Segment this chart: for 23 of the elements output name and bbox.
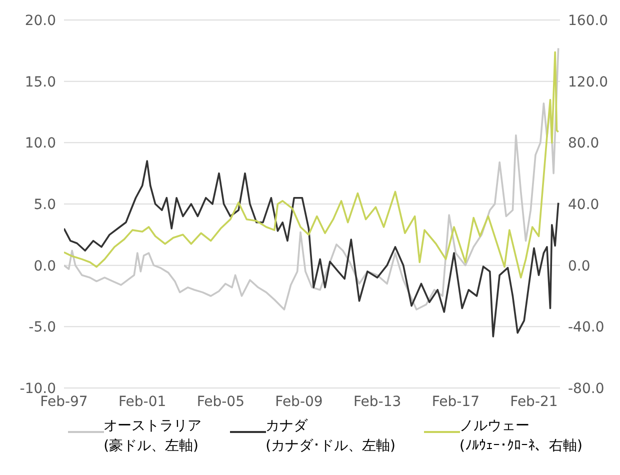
y-tick-label: 15.0 (24, 74, 56, 90)
legend-label: オーストラリア (豪ドル、左軸) (104, 417, 202, 456)
y2-tick-label: -40.0 (568, 320, 604, 336)
legend-label: カナダ (カナダ･ドル、左軸) (266, 417, 396, 456)
x-tick-label: Feb-21 (510, 394, 558, 410)
y2-tick-label: 0.0 (568, 258, 590, 274)
y2-tick-label: 120.0 (568, 74, 608, 90)
y-tick-label: 0.0 (34, 258, 56, 274)
y2-tick-label: -80.0 (568, 380, 604, 397)
x-tick-label: Feb-17 (432, 394, 480, 410)
x-tick-label: Feb-05 (196, 394, 244, 410)
y2-tick-label: 160.0 (568, 12, 608, 29)
y-tick-label: -5.0 (28, 320, 56, 336)
legend-label: ノルウェー (ﾉﾙｳｪｰ･ｸﾛｰﾈ、右軸) (460, 417, 582, 456)
line-series (64, 160, 560, 338)
y-tick-label: 5.0 (34, 196, 56, 213)
y2-tick-label: 40.0 (568, 196, 600, 213)
x-tick-label: Feb-01 (118, 394, 166, 410)
y2-tick-label: 80.0 (568, 136, 600, 152)
y-tick-label: 20.0 (24, 12, 56, 29)
x-tick-label: Feb-13 (354, 394, 402, 410)
x-tick-label: Feb-09 (275, 394, 323, 410)
y-tick-label: 10.0 (24, 136, 56, 152)
